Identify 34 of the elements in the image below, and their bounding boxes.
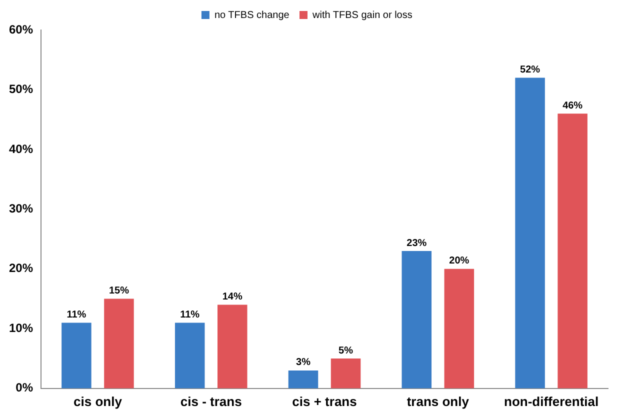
y-tick-label: 10% (8, 320, 34, 335)
x-tick-label: cis only (74, 394, 123, 409)
data-label: 52% (520, 64, 540, 76)
y-tick-label: 30% (8, 202, 34, 216)
x-tick-label: trans only (406, 394, 470, 409)
y-tick-label: 0% (16, 380, 34, 395)
data-label: 14% (222, 292, 242, 303)
bar (62, 322, 92, 388)
y-tick-label: 20% (8, 261, 34, 276)
data-label: 3% (296, 357, 311, 368)
data-label: 5% (338, 345, 354, 356)
bar (174, 322, 205, 388)
data-label: 46% (562, 100, 583, 112)
bar (444, 268, 474, 388)
data-label: 15% (108, 286, 130, 297)
x-tick-label: non-differential (504, 394, 599, 409)
bar (288, 370, 318, 388)
bar (558, 114, 588, 388)
legend-label: with TFBS gain or loss (312, 10, 412, 21)
bar (402, 251, 432, 388)
y-tick-label: 60% (8, 22, 34, 36)
data-label: 20% (449, 256, 470, 267)
bar (515, 78, 545, 388)
data-label: 11% (66, 309, 86, 320)
y-tick-label: 40% (8, 142, 34, 156)
bar (104, 298, 134, 388)
bar (330, 358, 361, 388)
x-tick-label: cis - trans (180, 394, 242, 409)
legend-label: no TFBS change (214, 10, 290, 21)
bar (217, 304, 248, 388)
x-tick-label: cis + trans (292, 394, 357, 409)
y-tick-label: 50% (8, 82, 34, 96)
data-label: 11% (180, 309, 200, 320)
data-label: 23% (406, 238, 427, 249)
